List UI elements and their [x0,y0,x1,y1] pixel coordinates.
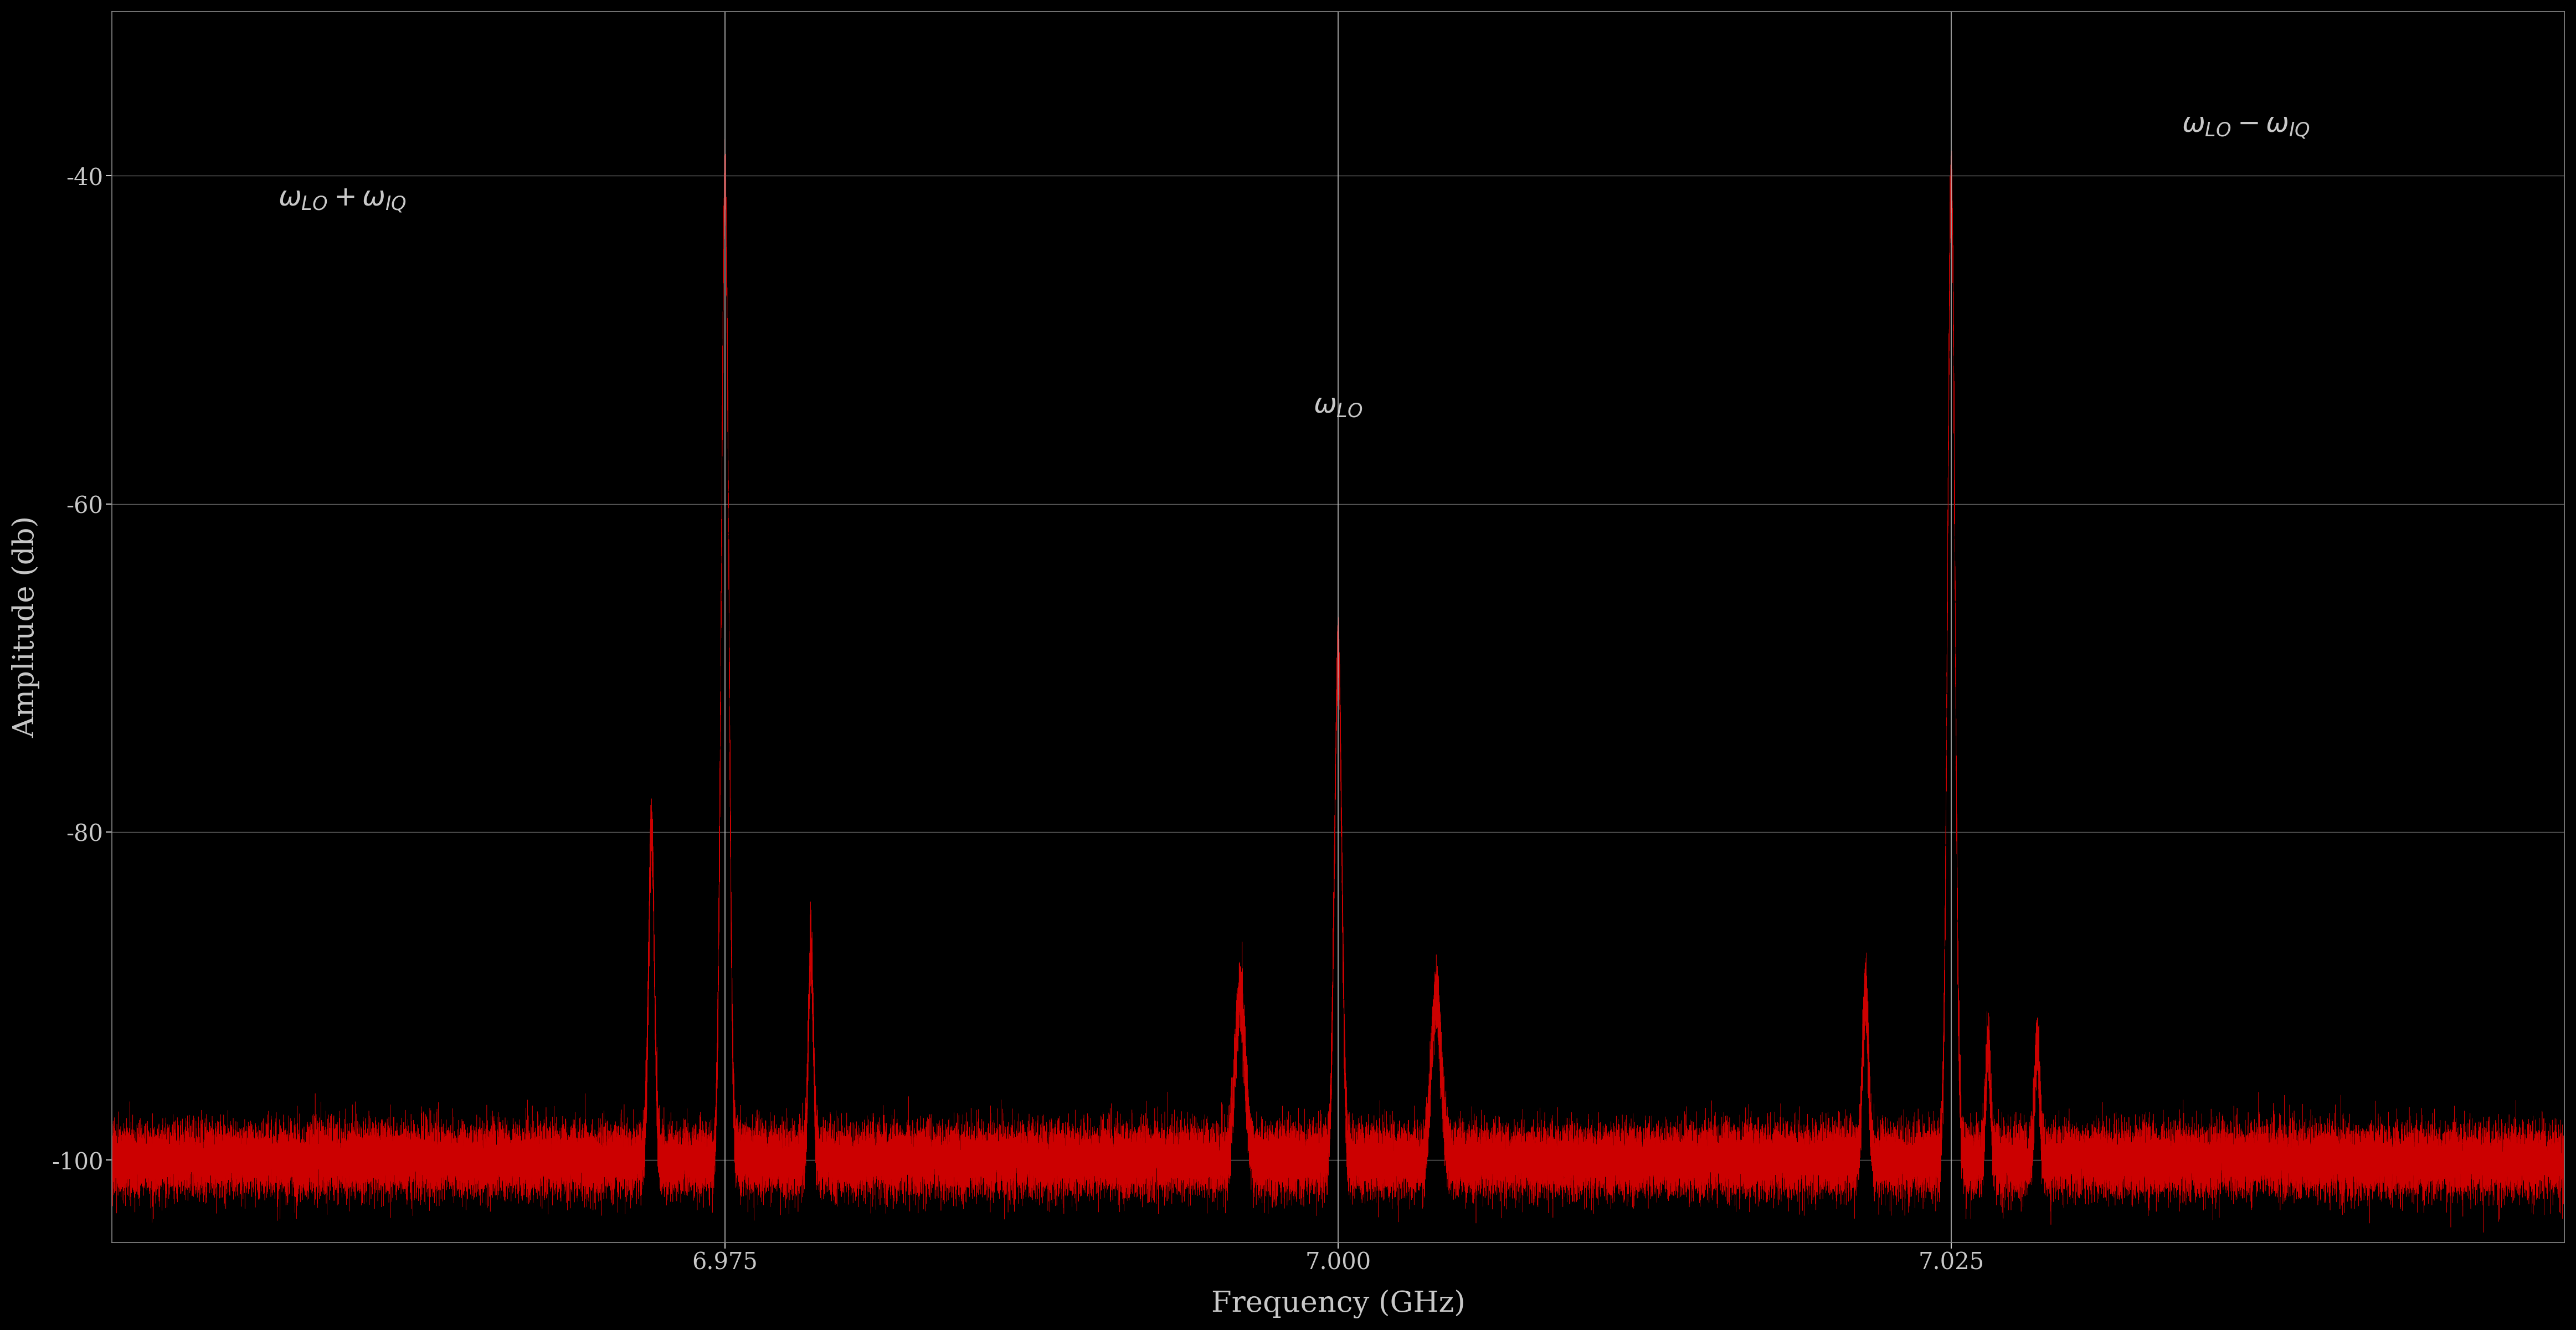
Text: $\omega_{LO} + \omega_{IQ}$: $\omega_{LO} + \omega_{IQ}$ [278,186,407,214]
Text: $\omega_{LO} - \omega_{IQ}$: $\omega_{LO} - \omega_{IQ}$ [2182,113,2311,140]
Text: $\omega_{LO}$: $\omega_{LO}$ [1314,391,1363,419]
X-axis label: Frequency (GHz): Frequency (GHz) [1211,1290,1466,1318]
Y-axis label: Amplitude (db): Amplitude (db) [10,516,39,738]
